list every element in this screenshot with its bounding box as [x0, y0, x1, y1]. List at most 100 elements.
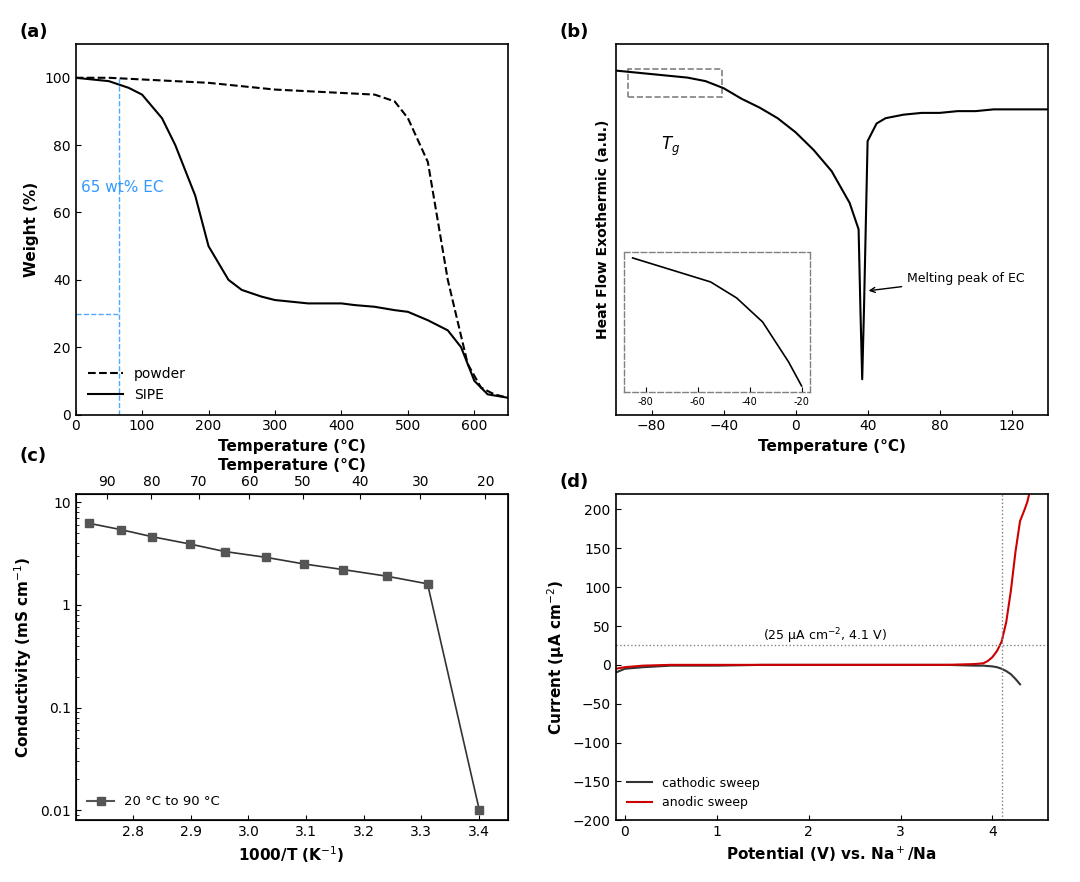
anodic sweep: [976, 658, 989, 669]
anodic sweep: [756, 660, 769, 670]
Text: (a): (a): [19, 23, 48, 41]
SIPE: [442, 325, 455, 336]
SIPE: [335, 298, 348, 309]
powder: [368, 89, 381, 100]
SIPE: [122, 83, 135, 93]
anodic sweep: [711, 660, 724, 670]
cathodic sweep: [940, 660, 953, 670]
SIPE: [501, 392, 514, 403]
X-axis label: Temperature (°C): Temperature (°C): [218, 439, 365, 454]
cathodic sweep: [986, 662, 999, 672]
SIPE: [421, 315, 434, 325]
anodic sweep: [982, 655, 995, 666]
X-axis label: Temperature (°C): Temperature (°C): [758, 439, 905, 454]
powder: [442, 274, 455, 285]
cathodic sweep: [968, 661, 981, 671]
Text: Melting peak of EC: Melting peak of EC: [870, 273, 1025, 293]
cathodic sweep: [894, 660, 907, 670]
anodic sweep: [664, 660, 677, 670]
cathodic sweep: [1013, 679, 1026, 690]
cathodic sweep: [664, 661, 677, 671]
anodic sweep: [940, 660, 953, 670]
Line: SIPE: SIPE: [76, 78, 508, 398]
powder: [488, 389, 501, 400]
powder: [474, 382, 487, 392]
SIPE: [168, 140, 181, 151]
anodic sweep: [1009, 547, 1022, 557]
SIPE: [402, 307, 415, 318]
SIPE: [235, 285, 248, 295]
Y-axis label: Weight (%): Weight (%): [24, 182, 39, 277]
SIPE: [136, 89, 149, 100]
anodic sweep: [995, 636, 1008, 647]
anodic sweep: [1018, 505, 1031, 515]
Text: $T_g$: $T_g$: [661, 135, 679, 158]
Legend: powder, SIPE: powder, SIPE: [82, 362, 191, 407]
powder: [301, 86, 314, 96]
powder: [235, 81, 248, 92]
anodic sweep: [1004, 586, 1017, 596]
X-axis label: Potential (V) vs. Na$^+$/Na: Potential (V) vs. Na$^+$/Na: [726, 845, 937, 864]
SIPE: [269, 295, 282, 305]
powder: [168, 76, 181, 86]
cathodic sweep: [982, 661, 995, 671]
SIPE: [348, 300, 361, 310]
Text: 65 wt% EC: 65 wt% EC: [81, 180, 163, 195]
SIPE: [189, 191, 202, 201]
powder: [269, 85, 282, 95]
SIPE: [301, 298, 314, 309]
cathodic sweep: [848, 660, 861, 670]
Y-axis label: Conductivity (mS cm$^{-1}$): Conductivity (mS cm$^{-1}$): [13, 557, 35, 758]
cathodic sweep: [1000, 666, 1013, 676]
anodic sweep: [802, 660, 815, 670]
Y-axis label: Current (μA cm$^{-2}$): Current (μA cm$^{-2}$): [545, 579, 567, 735]
anodic sweep: [848, 660, 861, 670]
powder: [421, 157, 434, 168]
powder: [501, 392, 514, 403]
Text: (d): (d): [559, 474, 589, 491]
powder: [202, 78, 215, 88]
anodic sweep: [968, 659, 981, 669]
X-axis label: Temperature (°C): Temperature (°C): [218, 458, 365, 473]
powder: [136, 74, 149, 85]
Line: anodic sweep: anodic sweep: [616, 494, 1029, 669]
SIPE: [255, 291, 268, 302]
anodic sweep: [990, 646, 1003, 656]
SIPE: [69, 72, 82, 83]
Y-axis label: Heat Flow Exothermic (a.u.): Heat Flow Exothermic (a.u.): [596, 120, 610, 339]
SIPE: [368, 302, 381, 312]
cathodic sweep: [995, 663, 1008, 674]
SIPE: [455, 342, 468, 353]
SIPE: [388, 305, 401, 316]
powder: [69, 72, 82, 83]
SIPE: [103, 76, 116, 86]
cathodic sweep: [1009, 674, 1022, 684]
anodic sweep: [637, 661, 650, 671]
Text: (25 μA cm$^{-2}$, 4.1 V): (25 μA cm$^{-2}$, 4.1 V): [762, 626, 887, 646]
SIPE: [202, 241, 215, 251]
Legend: 20 °C to 90 °C: 20 °C to 90 °C: [82, 790, 226, 814]
Line: cathodic sweep: cathodic sweep: [616, 665, 1020, 684]
SIPE: [222, 274, 235, 285]
cathodic sweep: [619, 663, 632, 674]
cathodic sweep: [756, 660, 769, 670]
SIPE: [156, 113, 168, 123]
cathodic sweep: [1004, 669, 1017, 679]
cathodic sweep: [976, 661, 989, 671]
cathodic sweep: [711, 661, 724, 671]
anodic sweep: [1013, 516, 1026, 527]
powder: [335, 87, 348, 98]
cathodic sweep: [609, 668, 622, 678]
anodic sweep: [609, 663, 622, 674]
Text: (b): (b): [559, 23, 589, 41]
powder: [402, 113, 415, 123]
anodic sweep: [1000, 617, 1013, 627]
anodic sweep: [619, 662, 632, 672]
SIPE: [468, 376, 481, 386]
cathodic sweep: [637, 662, 650, 672]
X-axis label: 1000/T (K$^{-1}$): 1000/T (K$^{-1}$): [239, 845, 345, 865]
anodic sweep: [894, 660, 907, 670]
powder: [388, 96, 401, 107]
Legend: cathodic sweep, anodic sweep: cathodic sweep, anodic sweep: [622, 772, 765, 814]
powder: [103, 72, 116, 83]
